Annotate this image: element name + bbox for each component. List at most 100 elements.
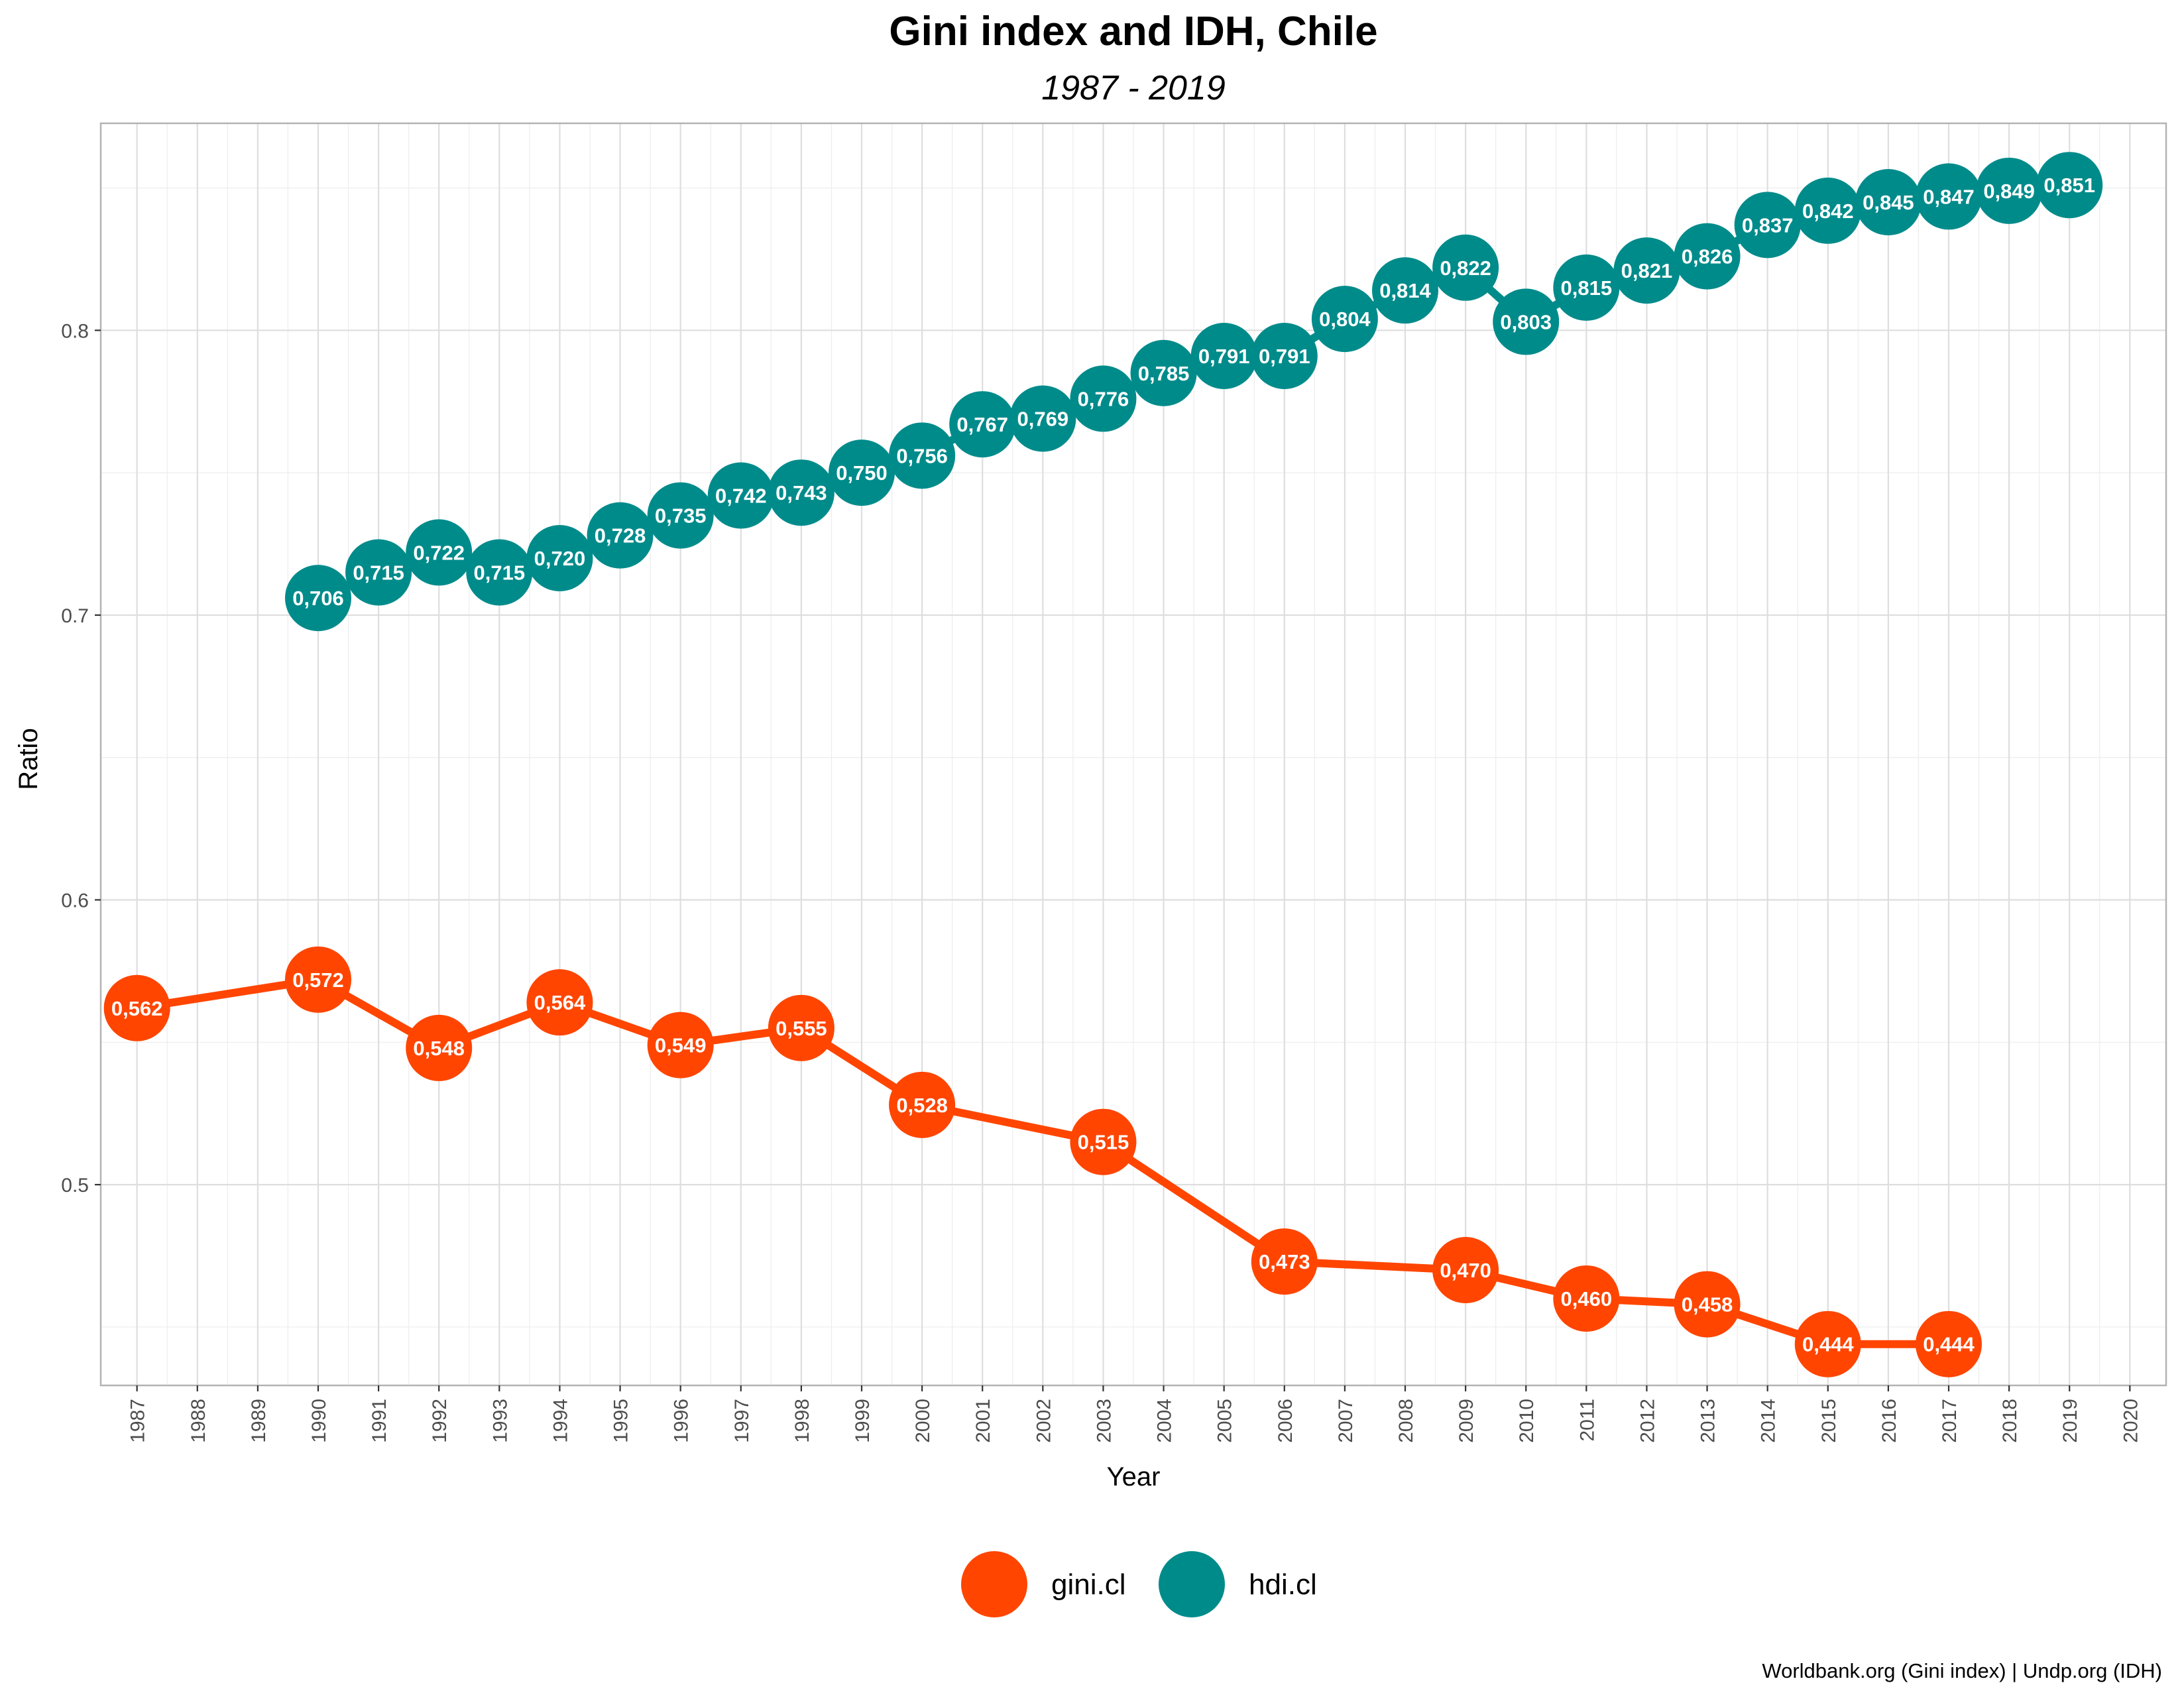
data-label-hdi.cl: 0,815 — [1561, 276, 1613, 300]
y-tick-label: 0.6 — [61, 890, 89, 912]
x-tick-label: 1991 — [369, 1399, 390, 1443]
x-tick-label: 2011 — [1576, 1399, 1598, 1442]
data-point-gini.cl — [1794, 1311, 1861, 1377]
data-point-hdi.cl — [889, 422, 956, 489]
data-point-hdi.cl — [1794, 177, 1861, 244]
data-label-gini.cl: 0,549 — [655, 1034, 707, 1057]
data-point-gini.cl — [1251, 1228, 1318, 1295]
x-tick-label: 2019 — [2059, 1399, 2081, 1443]
x-tick-label: 2016 — [1878, 1399, 1900, 1443]
y-axis-title: Ratio — [14, 728, 43, 789]
data-label-hdi.cl: 0,804 — [1319, 308, 1371, 331]
data-point-hdi.cl — [1493, 288, 1560, 355]
x-tick-label: 2004 — [1154, 1399, 1176, 1443]
x-tick-label: 2003 — [1093, 1399, 1115, 1443]
x-tick-label: 2000 — [912, 1399, 934, 1443]
data-point-gini.cl — [1674, 1271, 1741, 1338]
data-point-gini.cl — [1070, 1108, 1137, 1175]
legend-key-gini.cl — [961, 1551, 1027, 1617]
data-point-gini.cl — [647, 1012, 714, 1079]
legend-key-hdi.cl — [1159, 1551, 1225, 1617]
x-tick-label: 2009 — [1456, 1399, 1477, 1443]
data-point-hdi.cl — [1855, 169, 1922, 235]
x-tick-label: 1987 — [127, 1399, 149, 1443]
data-label-hdi.cl: 0,851 — [2043, 174, 2095, 197]
data-label-hdi.cl: 0,715 — [474, 561, 526, 584]
x-tick-label: 1992 — [429, 1399, 451, 1443]
data-label-gini.cl: 0,458 — [1682, 1293, 1733, 1316]
data-label-gini.cl: 0,444 — [1802, 1333, 1854, 1356]
x-tick-label: 1997 — [731, 1399, 753, 1443]
x-tick-label: 2020 — [2120, 1399, 2142, 1443]
data-label-hdi.cl: 0,720 — [534, 547, 586, 570]
data-label-gini.cl: 0,470 — [1440, 1259, 1491, 1282]
chart-caption: Worldbank.org (Gini index) | Undp.org (I… — [1762, 1659, 2162, 1682]
data-point-hdi.cl — [526, 525, 593, 592]
data-label-hdi.cl: 0,776 — [1078, 387, 1129, 410]
x-tick-label: 1995 — [610, 1399, 632, 1443]
data-label-hdi.cl: 0,735 — [655, 504, 707, 528]
data-label-hdi.cl: 0,826 — [1682, 245, 1733, 268]
data-label-hdi.cl: 0,743 — [776, 481, 827, 504]
x-tick-label: 2002 — [1033, 1399, 1055, 1443]
data-point-gini.cl — [1432, 1237, 1499, 1304]
data-point-hdi.cl — [1976, 157, 2043, 224]
data-point-hdi.cl — [1251, 322, 1318, 389]
data-point-hdi.cl — [1070, 365, 1137, 432]
chart-subtitle: 1987 - 2019 — [1041, 69, 1226, 107]
data-point-hdi.cl — [1190, 322, 1257, 389]
data-point-hdi.cl — [707, 462, 774, 529]
data-point-hdi.cl — [829, 439, 895, 506]
data-label-hdi.cl: 0,742 — [715, 484, 767, 507]
data-point-hdi.cl — [2036, 152, 2103, 219]
data-label-gini.cl: 0,548 — [413, 1037, 465, 1060]
data-label-hdi.cl: 0,791 — [1198, 345, 1250, 368]
x-tick-label: 2018 — [1999, 1399, 2021, 1443]
data-point-hdi.cl — [1553, 254, 1620, 321]
data-label-hdi.cl: 0,845 — [1863, 191, 1914, 214]
x-tick-label: 1989 — [248, 1399, 270, 1443]
data-point-hdi.cl — [1734, 192, 1801, 259]
data-label-hdi.cl: 0,728 — [595, 524, 646, 548]
x-tick-label: 2006 — [1275, 1399, 1296, 1443]
data-point-hdi.cl — [1009, 385, 1076, 452]
data-label-gini.cl: 0,564 — [534, 991, 586, 1014]
x-tick-label: 2010 — [1516, 1399, 1538, 1443]
data-point-hdi.cl — [1916, 163, 1982, 230]
x-tick-label: 2017 — [1939, 1399, 1961, 1443]
data-label-hdi.cl: 0,722 — [413, 541, 465, 564]
legend-label-hdi.cl: hdi.cl — [1249, 1568, 1317, 1601]
data-point-hdi.cl — [1311, 286, 1378, 353]
y-tick-label: 0.5 — [61, 1175, 89, 1196]
data-point-gini.cl — [285, 946, 351, 1013]
data-point-gini.cl — [1916, 1311, 1982, 1377]
x-tick-label: 2014 — [1758, 1399, 1780, 1443]
data-point-hdi.cl — [768, 459, 834, 526]
data-point-hdi.cl — [406, 519, 473, 586]
x-tick-label: 1990 — [308, 1399, 330, 1443]
plot-panel: 0.5 0.6 0.7 0.8 1987 1988 1989 1990 1991 1992 1993… — [61, 122, 2167, 1443]
data-label-gini.cl: 0,555 — [776, 1017, 827, 1040]
data-label-gini.cl: 0,473 — [1259, 1250, 1310, 1273]
data-point-gini.cl — [103, 974, 170, 1041]
x-tick-label: 2007 — [1335, 1399, 1357, 1443]
data-label-hdi.cl: 0,715 — [353, 561, 404, 584]
data-label-hdi.cl: 0,822 — [1440, 257, 1491, 280]
data-point-gini.cl — [406, 1014, 473, 1081]
y-tick-label: 0.7 — [61, 605, 89, 627]
data-label-hdi.cl: 0,750 — [836, 461, 888, 485]
legend-label-gini.cl: gini.cl — [1051, 1568, 1126, 1601]
data-point-hdi.cl — [949, 391, 1016, 458]
data-label-hdi.cl: 0,767 — [956, 413, 1008, 436]
data-label-hdi.cl: 0,847 — [1923, 185, 1975, 208]
x-tick-label: 1988 — [188, 1399, 209, 1443]
x-tick-label: 1998 — [791, 1399, 813, 1443]
data-label-hdi.cl: 0,849 — [1983, 180, 2035, 203]
data-label-hdi.cl: 0,814 — [1379, 279, 1431, 302]
data-label-hdi.cl: 0,821 — [1621, 259, 1673, 282]
data-label-hdi.cl: 0,803 — [1500, 310, 1552, 333]
x-tick-label: 1994 — [549, 1399, 571, 1443]
x-tick-label: 2001 — [972, 1399, 994, 1443]
